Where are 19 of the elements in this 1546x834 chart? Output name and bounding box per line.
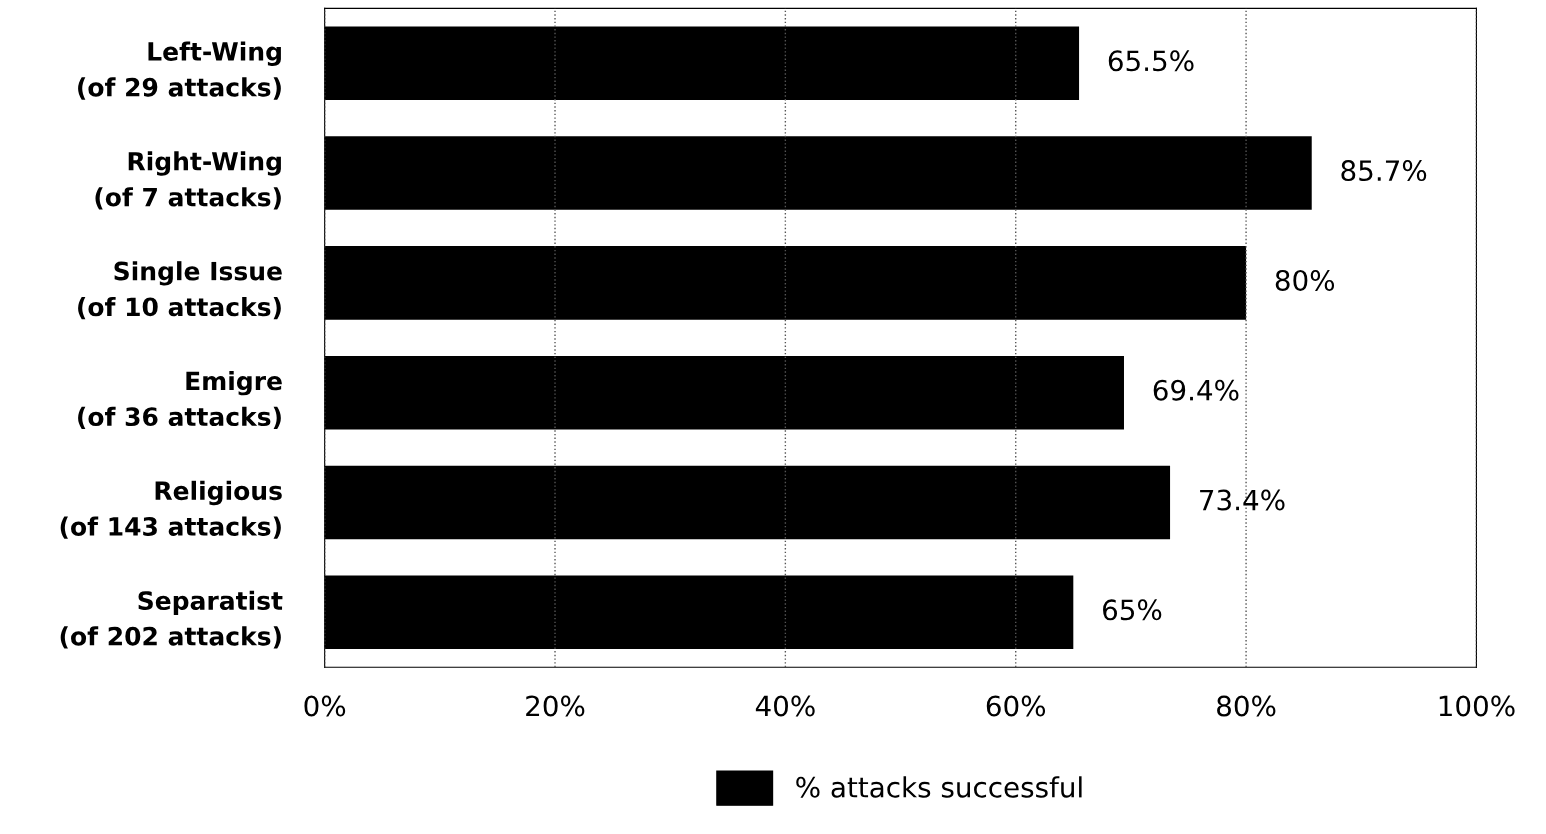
x-tick-label: 100% [1439,695,1515,717]
data-label: 69.4% [1153,379,1239,401]
x-tick-label: 60% [986,695,1046,717]
data-label: 73.4% [1200,489,1285,511]
y-tick-label: Emigre (of 36 attacks) [78,370,282,430]
y-tick-label: Left-Wing (of 29 attacks) [78,41,281,100]
x-tick-label: 40% [755,695,815,717]
y-tick-label: Right-Wing (of 7 attacks) [95,151,281,210]
legend-label: % attacks successful [796,776,1082,798]
data-label: 85.7% [1341,160,1427,182]
data-label: 80% [1275,269,1335,291]
x-tick-label: 80% [1217,695,1276,717]
data-label: 65% [1103,599,1162,621]
x-tick-label: 20% [526,695,585,717]
y-tick-label: Single Issue (of 10 attacks) [78,261,282,320]
y-tick-label: Separatist (of 202 attacks) [60,590,283,649]
x-tick-label: 0% [304,695,346,717]
y-tick-label: Religious (of 143 attacks) [60,480,282,539]
data-label: 65.5% [1108,50,1194,72]
